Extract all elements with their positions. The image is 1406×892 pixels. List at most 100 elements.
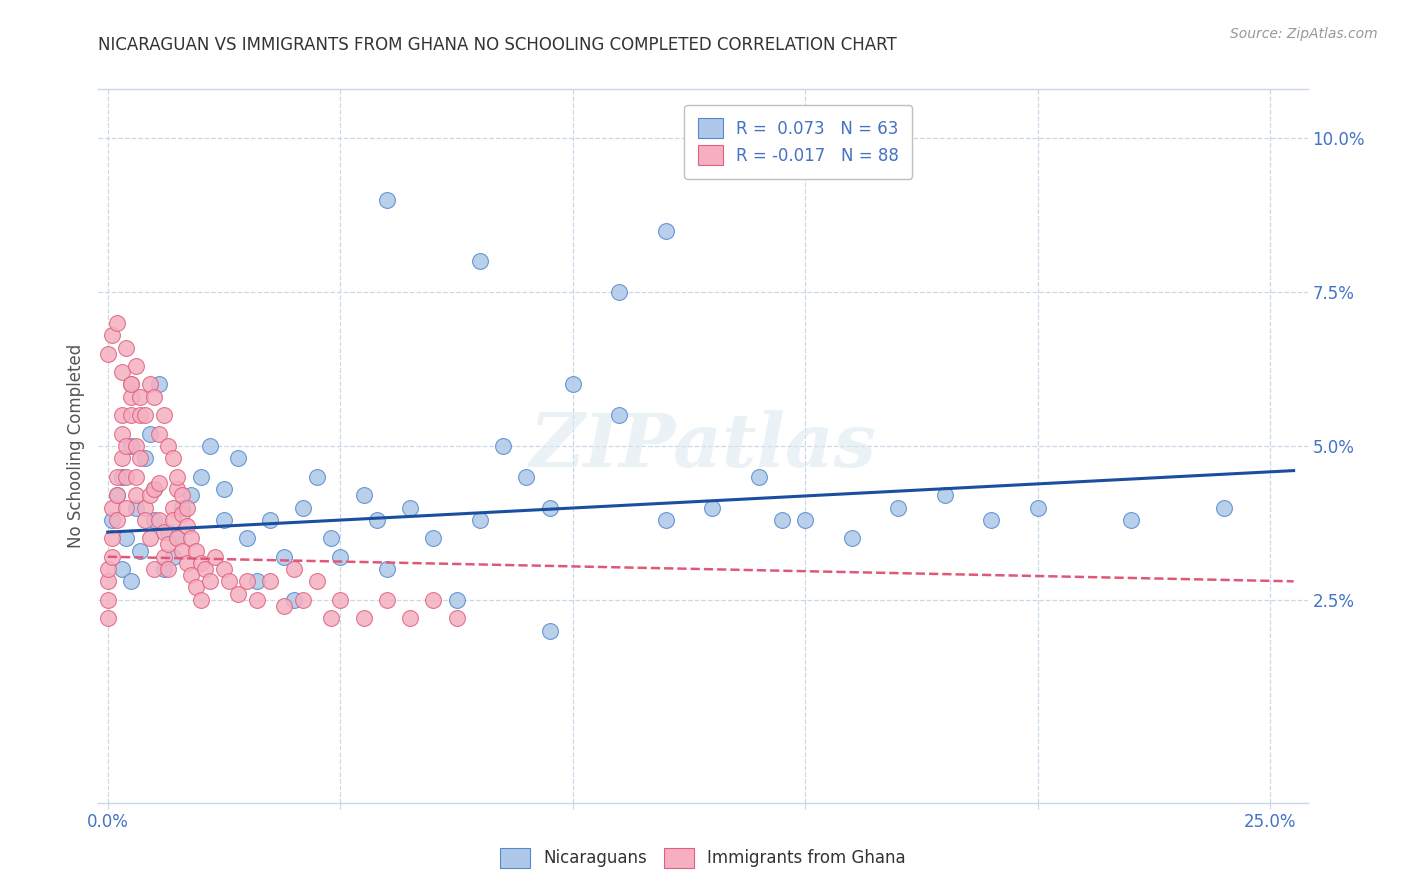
Point [259,513,281,527]
Point [212,513,235,527]
Point [245,592,267,607]
Point [120,377,142,392]
Point [515,469,537,483]
Point [446,592,468,607]
Point [180,531,202,545]
Text: Source: ZipAtlas.com: Source: ZipAtlas.com [1230,27,1378,41]
Point [157,562,180,576]
Point [120,574,142,589]
Point [748,469,770,483]
Point [97,562,120,576]
Point [259,574,281,589]
Point [157,439,180,453]
Point [162,500,184,515]
Point [292,500,315,515]
Point [120,439,142,453]
Point [283,562,305,576]
Point [143,390,166,404]
Point [124,469,146,483]
Point [111,365,134,379]
Point [97,347,120,361]
Point [794,513,817,527]
Point [375,592,398,607]
Point [353,611,375,625]
Point [607,409,630,423]
Point [162,513,184,527]
Point [105,469,128,483]
Point [129,390,152,404]
Y-axis label: No Schooling Completed: No Schooling Completed [66,344,84,548]
Point [245,574,267,589]
Point [166,531,188,545]
Text: ZIPatlas: ZIPatlas [530,409,876,483]
Point [111,451,134,466]
Point [273,549,295,564]
Point [120,390,142,404]
Point [101,328,124,343]
Point [120,377,142,392]
Point [111,562,134,576]
Point [101,549,124,564]
Point [134,409,156,423]
Point [1119,513,1142,527]
Point [111,469,134,483]
Point [770,513,793,527]
Point [143,562,166,576]
Point [468,254,491,268]
Point [236,574,259,589]
Point [134,451,156,466]
Point [655,513,678,527]
Point [180,488,202,502]
Point [176,519,198,533]
Point [97,592,120,607]
Point [655,224,678,238]
Point [702,500,724,515]
Point [236,531,259,545]
Point [115,469,138,483]
Point [129,543,152,558]
Point [1212,500,1234,515]
Point [190,469,212,483]
Point [172,507,194,521]
Point [172,500,194,515]
Point [115,531,138,545]
Point [607,285,630,300]
Point [180,568,202,582]
Point [172,543,194,558]
Point [492,439,515,453]
Point [148,513,170,527]
Point [105,513,128,527]
Point [212,562,235,576]
Point [105,316,128,330]
Point [97,611,120,625]
Point [980,513,1002,527]
Point [97,574,120,589]
Point [143,482,166,496]
Point [115,500,138,515]
Point [166,469,188,483]
Point [422,592,444,607]
Point [226,451,249,466]
Point [152,549,174,564]
Text: NICARAGUAN VS IMMIGRANTS FROM GHANA NO SCHOOLING COMPLETED CORRELATION CHART: NICARAGUAN VS IMMIGRANTS FROM GHANA NO S… [98,36,897,54]
Point [198,439,221,453]
Point [468,513,491,527]
Point [375,193,398,207]
Point [124,500,146,515]
Point [198,574,221,589]
Point [172,488,194,502]
Point [101,513,124,527]
Point [134,513,156,527]
Point [399,500,422,515]
Point [212,482,235,496]
Point [143,482,166,496]
Point [1026,500,1049,515]
Point [138,531,160,545]
Point [366,513,388,527]
Point [305,469,328,483]
Point [157,537,180,551]
Point [319,611,342,625]
Point [101,531,124,545]
Point [218,574,240,589]
Point [105,488,128,502]
